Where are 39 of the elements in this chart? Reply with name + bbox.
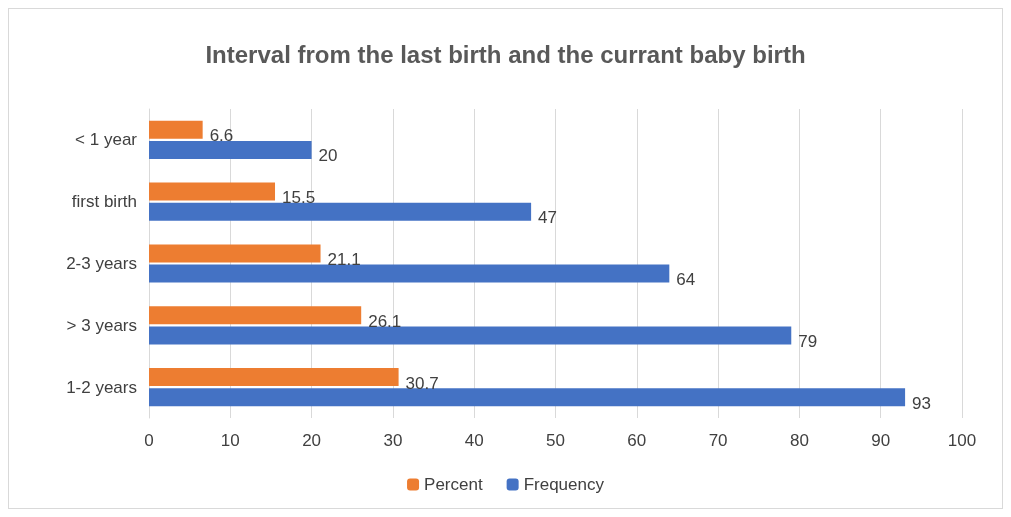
y-tick-label: first birth [71,192,137,212]
bar [149,182,276,201]
x-tick-label: 30 [383,431,403,450]
data-label: 79 [798,331,818,351]
bar [149,326,792,345]
bar [149,202,532,221]
x-tick-label: 50 [546,431,565,450]
data-label: 21.1 [327,249,361,269]
bar [149,388,906,407]
x-tick-label: 0 [144,431,154,450]
bar [149,264,670,283]
legend-label: Frequency [523,475,605,494]
y-tick-label: > 3 years [66,315,137,335]
bar [149,120,203,139]
x-tick-label: 20 [302,431,322,450]
bar [149,244,321,263]
x-tick-label: 10 [220,431,240,450]
y-tick-label: 2-3 years [66,254,137,273]
x-tick-label: 100 [947,431,977,450]
data-label: 93 [912,393,932,413]
y-tick-label: 1-2 years [66,377,137,397]
x-tick-label: 80 [789,431,809,450]
data-label: 47 [538,208,558,228]
x-tick-label: 40 [464,431,484,450]
x-tick-label: 70 [708,431,728,450]
x-tick-label: 60 [627,431,647,450]
data-label: 64 [676,270,696,290]
bar [149,306,362,325]
data-label: 6.6 [209,126,234,146]
data-label: 26.1 [368,311,402,331]
x-tick-label: 90 [871,431,891,450]
y-tick-label: < 1 year [75,130,138,150]
legend-label: Percent [424,475,483,494]
bar [149,368,399,387]
data-label: 15.5 [282,188,316,208]
data-label: 20 [318,146,338,166]
chart-title: Interval from the last birth and the currant baby birth [205,40,806,68]
bar [149,140,312,159]
data-label: 30.7 [405,373,439,393]
